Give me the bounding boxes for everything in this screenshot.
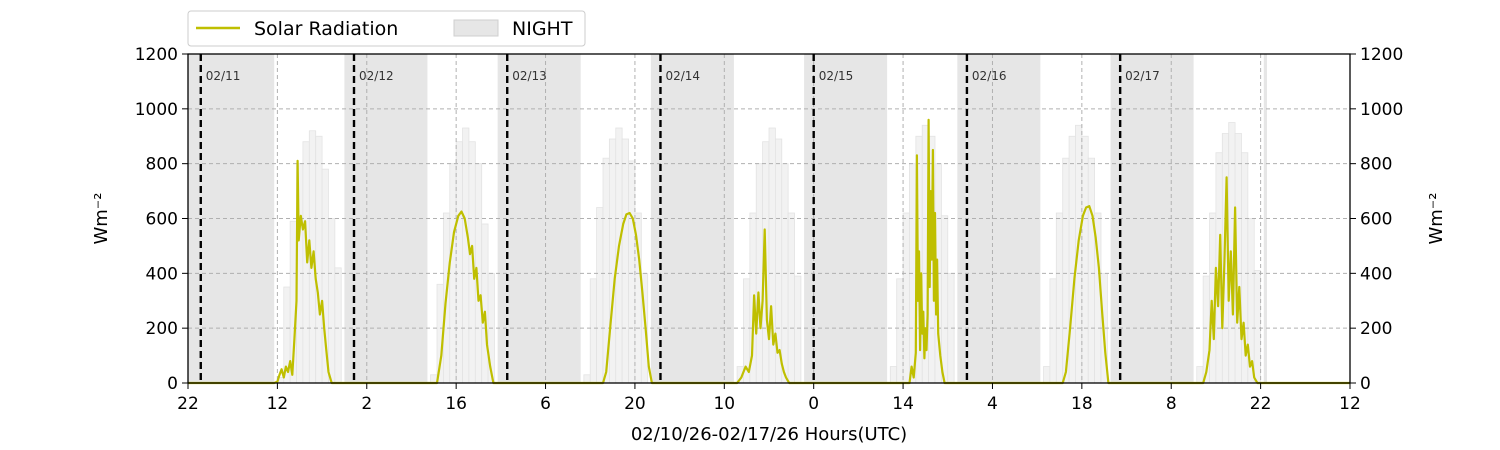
clear-sky-bar [889,366,898,384]
clear-sky-bar [1043,366,1051,384]
x-tick-label: 10 [713,394,735,414]
x-tick-label: 0 [808,394,819,414]
legend-solar-label: Solar Radiation [254,18,398,40]
y-tick-label-right: 1200 [1360,45,1403,65]
clear-sky-bar [621,138,629,384]
clear-sky-bar [1068,135,1076,384]
grid-lines [188,54,1350,383]
y-tick-label-right: 600 [1360,210,1392,230]
clear-sky-bar [1049,278,1057,384]
x-tick-label: 12 [1339,394,1361,414]
x-tick-label: 12 [267,394,289,414]
clear-sky-bar [334,267,342,384]
day-marker-label: 02/15 [819,69,854,83]
y-tick-label-left: 200 [146,319,178,339]
y-tick-label-right: 200 [1360,319,1392,339]
clear-sky-bar [462,127,470,384]
day-marker-label: 02/14 [665,69,700,83]
clear-sky-bar [328,218,336,384]
clear-sky-bar [896,278,904,384]
day-marker-label: 02/11 [206,69,241,83]
clear-sky-bar [455,141,463,384]
clear-sky-bar [481,223,489,384]
clear-sky-bar [589,278,598,384]
x-tick-label: 22 [1250,394,1272,414]
x-tick-label: 6 [540,394,551,414]
x-axis-label: 02/10/26-02/17/26 Hours(UTC) [631,424,907,445]
clear-sky-bar [321,168,329,384]
night-span-5 [957,54,1041,383]
day-marker-label: 02/16 [972,69,1007,83]
clear-sky-bar [1055,212,1064,384]
day-marker-label: 02/13 [512,69,547,83]
x-tick-label: 14 [892,394,914,414]
x-tick-label: 8 [1166,394,1177,414]
y-tick-label-right: 800 [1360,155,1392,175]
y-tick-label-right: 0 [1360,374,1371,394]
y-tick-label-left: 1000 [135,100,178,120]
clear-sky-bar [1081,135,1089,384]
clear-sky-bar [794,275,802,384]
legend-night-label: NIGHT [512,18,573,40]
y-tick-label-left: 400 [146,264,178,284]
clear-sky-bar [628,160,636,384]
y-tick-label-left: 800 [146,155,178,175]
x-tick-label: 22 [177,394,199,414]
x-tick-label: 2 [361,394,372,414]
clear-sky-bar [1196,366,1204,384]
x-tick-label: 18 [1071,394,1093,414]
y-tick-label-right: 400 [1360,264,1392,284]
night-span-6 [1110,54,1194,383]
day-marker-label: 02/17 [1125,69,1160,83]
x-tick-label: 20 [624,394,646,414]
night-span-7 [1263,54,1267,383]
y-axis-label-right: Wm⁻² [1426,192,1447,244]
day-marker-label: 02/12 [359,69,394,83]
legend-night-swatch [453,19,499,37]
day-markers: 02/11 02/12 02/13 02/14 02/15 02/16 02/17 [199,54,1160,383]
clear-sky-bar [608,138,617,384]
y-tick-label-right: 1000 [1360,100,1403,120]
legend: Solar Radiation NIGHT [187,10,586,47]
y-tick-label-left: 0 [167,374,178,394]
clear-sky-bar [787,212,795,384]
clear-sky-bar [583,374,591,384]
clear-sky-bar [315,135,323,384]
y-tick-label-left: 600 [146,210,178,230]
y-axis-label-left: Wm⁻² [91,192,112,244]
clear-sky-bar [1087,157,1096,384]
clear-sky-bar [1253,270,1262,384]
clear-sky-bar [902,212,910,384]
clear-sky-bar [430,374,438,384]
y-tick-label-left: 1200 [135,45,178,65]
clear-sky-bar [768,127,776,384]
clear-sky-bar [596,207,604,384]
night-span-4 [804,54,888,383]
x-tick-label: 4 [987,394,998,414]
x-tick-label: 16 [445,394,467,414]
clear-sky-bar [940,215,949,384]
